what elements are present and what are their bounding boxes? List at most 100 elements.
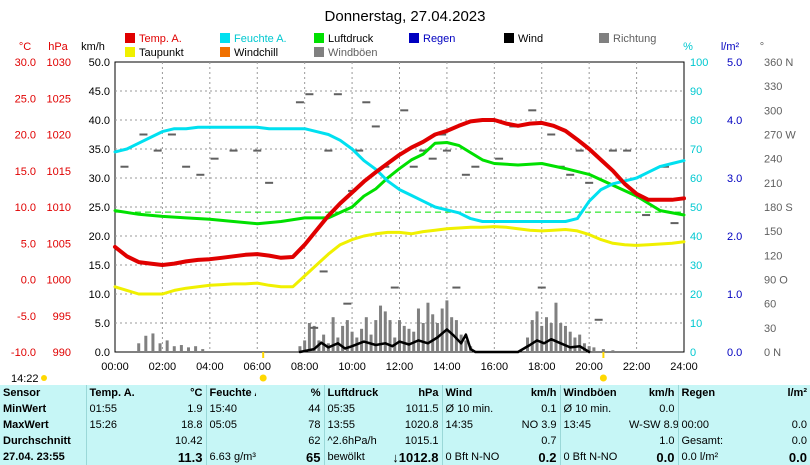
max-wind-value: NO 3.9: [521, 419, 557, 431]
legend-label-7: Windchill: [234, 47, 278, 59]
gust-bar-47: [526, 337, 530, 352]
gust-bar-6: [179, 345, 183, 352]
gust-bar-52: [549, 323, 553, 352]
cur-gust-bft: 0 Bft N-NO: [559, 449, 626, 465]
cur-wind-bft: 0 Bft N-NO: [441, 449, 502, 465]
gust-bar-33: [407, 328, 411, 352]
direction-mark-7: [229, 149, 238, 152]
rain-tick-1: 4.0: [727, 115, 742, 127]
cur-rain-value: 0.0: [788, 449, 807, 465]
direction-mark-25: [419, 149, 428, 152]
header-wind-unit: km/h: [530, 387, 557, 399]
cur-press-forecast: bewölkt: [323, 449, 386, 465]
axis-unit-pressure: hPa: [48, 41, 68, 53]
direction-mark-12: [310, 326, 319, 329]
gust-bar-23: [360, 328, 364, 352]
direction-mark-8: [253, 149, 262, 152]
sun-marker-dot-1: [599, 374, 607, 382]
gust-bar-55: [563, 325, 567, 352]
gust-bar-26: [374, 320, 378, 352]
direction-mark-36: [547, 133, 556, 136]
direction-mark-22: [390, 286, 399, 289]
x-tick-2: 04:00: [196, 361, 224, 373]
axis-units: °C hPa km/h% l/m² °: [19, 41, 764, 53]
table-row-min: MinWert 01:55 1.9 15:40 44 05:35 1011.5 …: [0, 401, 810, 417]
direction-tick-4: 240: [764, 154, 782, 166]
legend-label-4: Wind: [518, 33, 543, 45]
gust-bar-36: [421, 323, 425, 352]
rain-tick-3: 2.0: [727, 231, 742, 243]
gust-bar-1: [144, 335, 148, 352]
gust-bar-20: [345, 320, 349, 352]
pressure-tick-3: 1015: [47, 166, 71, 178]
direction-mark-4: [182, 165, 191, 168]
legend-label-5: Richtung: [613, 33, 656, 45]
grid: [115, 62, 684, 352]
direction-tick-11: 30: [764, 323, 776, 335]
legend-swatch-8: [314, 47, 324, 57]
direction-mark-13: [319, 270, 328, 273]
max-temp-value: 18.8: [181, 419, 203, 431]
humidity-tick-0: 100: [690, 57, 708, 69]
direction-mark-42: [608, 149, 617, 152]
x-tick-11: 22:00: [623, 361, 651, 373]
humidity-tick-10: 0: [690, 347, 696, 359]
direction-tick-1: 330: [764, 81, 782, 93]
gust-bar-43: [454, 320, 458, 352]
direction-mark-10: [295, 101, 304, 104]
x-tick-7: 14:00: [433, 361, 461, 373]
gust-bar-27: [379, 305, 383, 352]
direction-mark-38: [566, 173, 575, 176]
avg-hum-empty: [205, 433, 256, 449]
header-rain: Regen: [677, 385, 744, 401]
direction-tick-0: 360 N: [764, 57, 793, 69]
temp-tick-4: 10.0: [15, 202, 36, 214]
x-tick-5: 10:00: [338, 361, 366, 373]
humidity-tick-2: 80: [690, 115, 702, 127]
table-row-average: Durchschnitt 10.42 62 ^2.6hPa/h 1015.1 0…: [0, 433, 810, 449]
gust-bar-41: [445, 300, 449, 352]
series-line-taupunkt: [113, 225, 686, 296]
axis-unit-humidity: %: [683, 41, 693, 53]
gust-bar-38: [431, 314, 435, 352]
row-label-current: 27.04. 23:55: [3, 451, 65, 463]
chart-title: Donnerstag, 27.04.2023: [325, 8, 486, 25]
gust-bar-17: [331, 317, 335, 352]
direction-tick-12: 0 N: [764, 347, 781, 359]
min-hum-value: 44: [308, 403, 321, 415]
gust-bar-28: [383, 311, 387, 352]
min-wind-info: Ø 10 min.: [441, 401, 502, 417]
wind-tick-0: 50.0: [89, 57, 110, 69]
legend-swatch-7: [220, 47, 230, 57]
direction-mark-30: [461, 173, 470, 176]
gust-bar-50: [540, 325, 544, 352]
x-tick-4: 08:00: [291, 361, 319, 373]
max-gust-time: 13:45: [559, 417, 626, 433]
min-press-time: 05:35: [323, 401, 386, 417]
max-wind-time: 14:35: [441, 417, 502, 433]
axis-ticks: 00:00 02:00 04:00 06:00 08:00 10:00 12:00 14:00…: [11, 57, 796, 373]
direction-mark-41: [594, 318, 603, 321]
x-tick-0: 00:00: [101, 361, 129, 373]
gust-bar-0: [137, 343, 141, 352]
axis-unit-direction: °: [760, 41, 764, 53]
avg-gust-empty: [559, 433, 626, 449]
current-time-label: 14:22: [11, 373, 39, 385]
direction-mark-43: [623, 149, 632, 152]
direction-mark-20: [371, 125, 380, 128]
wind-tick-2: 40.0: [89, 115, 110, 127]
avg-press-trend: ^2.6hPa/h: [323, 433, 386, 449]
legend-swatch-4: [504, 33, 514, 43]
direction-mark-18: [355, 149, 364, 152]
wind-tick-3: 35.0: [89, 144, 110, 156]
x-tick-3: 06:00: [243, 361, 271, 373]
pressure-tick-7: 995: [53, 311, 71, 323]
chart-legend: Temp. A. Feuchte A. Luftdruck Regen Wind Rich…: [125, 33, 656, 59]
min-gust-info: Ø 10 min.: [559, 401, 626, 417]
humidity-tick-9: 10: [690, 318, 702, 330]
max-gust-value: W-SW 8.9: [629, 419, 678, 431]
temp-tick-8: -10.0: [11, 347, 36, 359]
sun-markers: [259, 352, 607, 382]
direction-tick-9: 90 O: [764, 275, 788, 287]
direction-tick-3: 270 W: [764, 130, 796, 142]
